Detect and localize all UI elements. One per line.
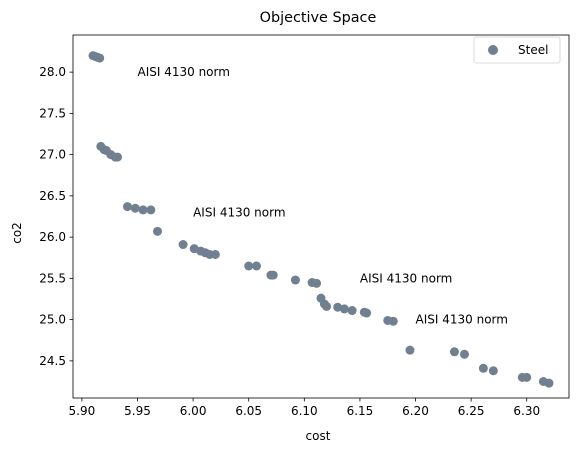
data-point [210,249,220,259]
data-point [130,203,140,213]
y-tick-label: 27.0 [39,148,66,162]
data-point [178,240,188,250]
chart-title: Objective Space [260,10,377,26]
data-point [449,347,459,357]
data-point [405,345,415,355]
annotation-label: AISI 4130 norm [138,65,230,79]
x-tick-label: 6.20 [402,404,429,418]
data-point [459,349,469,359]
data-point [488,366,498,376]
x-tick-label: 6.15 [347,404,374,418]
data-point [138,205,148,215]
plot-frame [72,34,570,399]
data-point [122,202,132,212]
legend-label-steel: Steel [518,43,548,57]
y-tick-label: 28.0 [39,65,66,79]
annotation-label: AISI 4130 norm [193,205,285,219]
x-tick-label: 6.05 [235,404,262,418]
data-point [251,261,261,271]
y-tick-label: 25.5 [39,271,66,285]
data-point [339,304,349,314]
x-tick-label: 6.10 [291,404,318,418]
x-tick-label: 5.90 [69,404,96,418]
annotation-label: AISI 4130 norm [416,313,508,327]
x-tick-label: 6.25 [458,404,485,418]
data-point [312,278,322,288]
annotations: AISI 4130 norm AISI 4130 norm AISI 4130 no… [138,65,508,327]
y-axis-label: co2 [10,222,24,244]
data-point [146,205,156,215]
x-tick-label: 6.30 [513,404,540,418]
data-point [112,152,122,162]
legend-marker [488,45,498,55]
x-tick-label: 5.95 [124,404,151,418]
legend-box [473,36,561,64]
data-point [388,316,398,326]
x-axis-label: cost [306,429,331,443]
y-tick-label: 26.5 [39,189,66,203]
y-tick-label: 25.0 [39,313,66,327]
y-tick-label: 27.5 [39,106,66,120]
data-points [88,51,554,388]
y-tick-label: 26.0 [39,230,66,244]
data-point [347,306,357,316]
annotation-label: AISI 4130 norm [360,271,452,285]
data-point [95,53,105,63]
data-point [362,308,372,318]
data-point [244,261,254,271]
data-point [478,363,488,373]
data-point [322,301,332,311]
data-point [153,226,163,236]
data-point [522,372,532,382]
x-tick-label: 6.00 [180,404,207,418]
legend: Steel [473,36,561,64]
axis-ticks: 5.90 5.95 6.00 6.05 6.10 6.15 6.20 6.25 6.30 24.5… [39,65,540,418]
y-tick-label: 24.5 [39,354,66,368]
data-point [290,275,300,285]
data-point [268,270,278,280]
data-point [544,378,554,388]
